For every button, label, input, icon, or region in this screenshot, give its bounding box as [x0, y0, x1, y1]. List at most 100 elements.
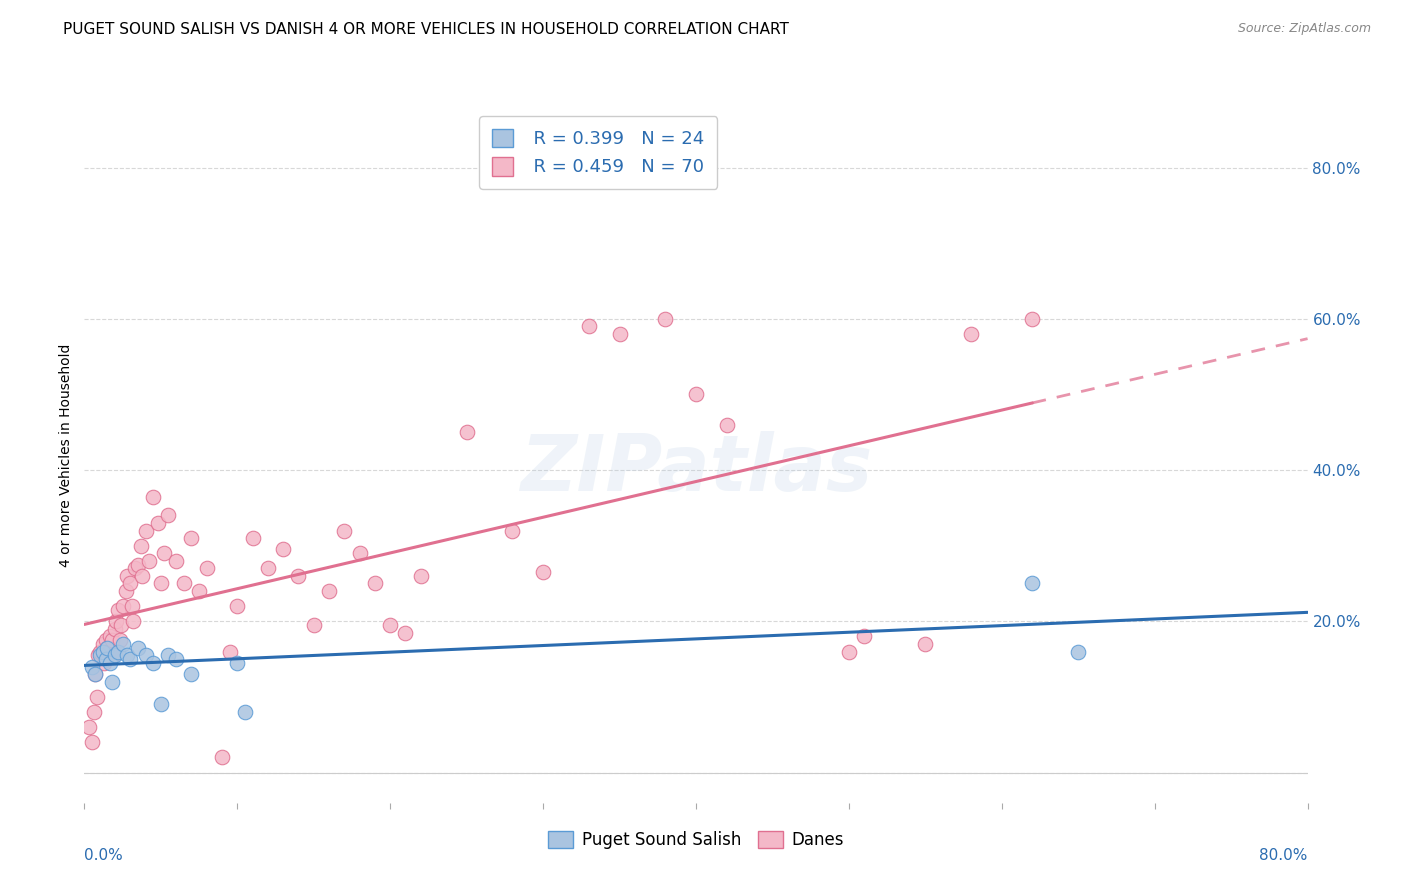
- Point: [149, 576, 172, 591]
- Point: [77, 720, 100, 734]
- Point: [1067, 644, 1090, 658]
- Point: [101, 674, 124, 689]
- Point: [115, 648, 138, 663]
- Text: ZIPatlas: ZIPatlas: [520, 431, 872, 507]
- Point: [142, 490, 165, 504]
- Point: [302, 618, 325, 632]
- Point: [578, 319, 600, 334]
- Point: [122, 615, 145, 629]
- Point: [211, 750, 233, 764]
- Point: [157, 508, 180, 523]
- Point: [333, 524, 356, 538]
- Point: [104, 648, 127, 663]
- Text: Source: ZipAtlas.com: Source: ZipAtlas.com: [1237, 22, 1371, 36]
- Point: [83, 705, 105, 719]
- Point: [838, 644, 860, 658]
- Point: [149, 698, 172, 712]
- Point: [87, 648, 110, 663]
- Point: [127, 640, 149, 655]
- Point: [96, 640, 118, 655]
- Text: 80.0%: 80.0%: [1260, 848, 1308, 863]
- Point: [226, 599, 249, 614]
- Point: [654, 311, 676, 326]
- Point: [80, 659, 103, 673]
- Point: [531, 565, 554, 579]
- Point: [97, 644, 120, 658]
- Point: [716, 417, 738, 432]
- Point: [111, 599, 134, 614]
- Point: [146, 516, 169, 530]
- Point: [195, 561, 218, 575]
- Point: [96, 640, 118, 655]
- Point: [287, 569, 309, 583]
- Point: [104, 622, 127, 636]
- Point: [94, 652, 117, 666]
- Point: [165, 554, 187, 568]
- Point: [165, 652, 187, 666]
- Point: [101, 633, 124, 648]
- Point: [110, 618, 132, 632]
- Point: [233, 705, 256, 719]
- Point: [456, 425, 478, 440]
- Point: [107, 644, 129, 658]
- Point: [114, 584, 136, 599]
- Point: [153, 546, 176, 560]
- Point: [271, 542, 294, 557]
- Point: [188, 584, 211, 599]
- Point: [124, 561, 146, 575]
- Point: [142, 656, 165, 670]
- Point: [135, 524, 157, 538]
- Point: [127, 558, 149, 572]
- Point: [84, 667, 107, 681]
- Point: [111, 637, 134, 651]
- Point: [89, 648, 111, 663]
- Point: [120, 576, 142, 591]
- Point: [108, 633, 131, 648]
- Point: [91, 637, 114, 651]
- Point: [609, 326, 631, 341]
- Point: [173, 576, 195, 591]
- Point: [914, 637, 936, 651]
- Point: [80, 735, 103, 749]
- Point: [91, 644, 114, 658]
- Point: [853, 629, 876, 643]
- Point: [115, 569, 138, 583]
- Point: [226, 656, 249, 670]
- Point: [257, 561, 280, 575]
- Point: [107, 603, 129, 617]
- Point: [349, 546, 371, 560]
- Point: [157, 648, 180, 663]
- Point: [380, 618, 402, 632]
- Point: [98, 656, 121, 670]
- Point: [86, 690, 108, 704]
- Point: [180, 667, 202, 681]
- Point: [105, 615, 128, 629]
- Point: [129, 539, 152, 553]
- Point: [93, 656, 115, 670]
- Point: [135, 648, 157, 663]
- Point: [180, 531, 202, 545]
- Legend: Puget Sound Salish, Danes: Puget Sound Salish, Danes: [540, 822, 852, 857]
- Point: [364, 576, 387, 591]
- Point: [242, 531, 264, 545]
- Point: [121, 599, 143, 614]
- Point: [94, 633, 117, 648]
- Point: [138, 554, 160, 568]
- Y-axis label: 4 or more Vehicles in Household: 4 or more Vehicles in Household: [59, 343, 73, 566]
- Point: [960, 326, 983, 341]
- Text: PUGET SOUND SALISH VS DANISH 4 OR MORE VEHICLES IN HOUSEHOLD CORRELATION CHART: PUGET SOUND SALISH VS DANISH 4 OR MORE V…: [63, 22, 789, 37]
- Point: [84, 667, 107, 681]
- Point: [394, 625, 416, 640]
- Point: [1021, 311, 1043, 326]
- Point: [218, 644, 240, 658]
- Point: [103, 648, 125, 663]
- Point: [120, 652, 142, 666]
- Point: [685, 387, 707, 401]
- Point: [98, 629, 121, 643]
- Point: [502, 524, 524, 538]
- Point: [1021, 576, 1043, 591]
- Point: [131, 569, 153, 583]
- Point: [409, 569, 432, 583]
- Text: 0.0%: 0.0%: [84, 848, 124, 863]
- Point: [318, 584, 340, 599]
